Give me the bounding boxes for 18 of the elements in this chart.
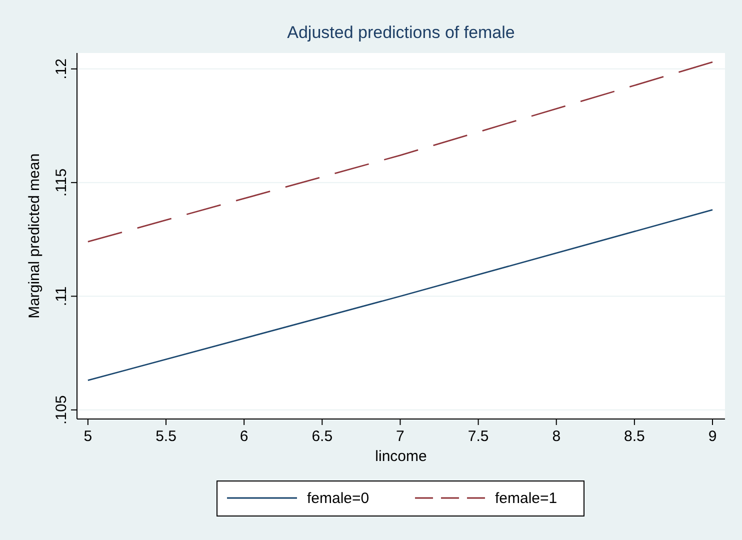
x-tick-label: 9 — [708, 428, 717, 445]
legend-label: female=0 — [307, 490, 370, 507]
x-tick-label: 8 — [552, 428, 561, 445]
y-tick-label: .105 — [53, 395, 70, 425]
x-tick-label: 5 — [84, 428, 92, 445]
y-axis-title: Marginal predicted mean — [26, 153, 43, 319]
x-tick-label: 5.5 — [156, 428, 176, 445]
x-tick-label: 6 — [240, 428, 248, 445]
x-tick-label: 6.5 — [312, 428, 333, 445]
x-axis-title: lincome — [375, 448, 427, 465]
y-tick-label: .12 — [53, 58, 70, 80]
x-tick-label: 7 — [396, 428, 404, 445]
y-tick-label: .11 — [53, 286, 70, 306]
y-tick-label: .115 — [53, 168, 70, 197]
legend-label: female=1 — [495, 490, 558, 507]
x-tick-label: 8.5 — [624, 428, 645, 445]
chart-title: Adjusted predictions of female — [287, 23, 515, 42]
x-tick-label: 7.5 — [468, 428, 489, 445]
